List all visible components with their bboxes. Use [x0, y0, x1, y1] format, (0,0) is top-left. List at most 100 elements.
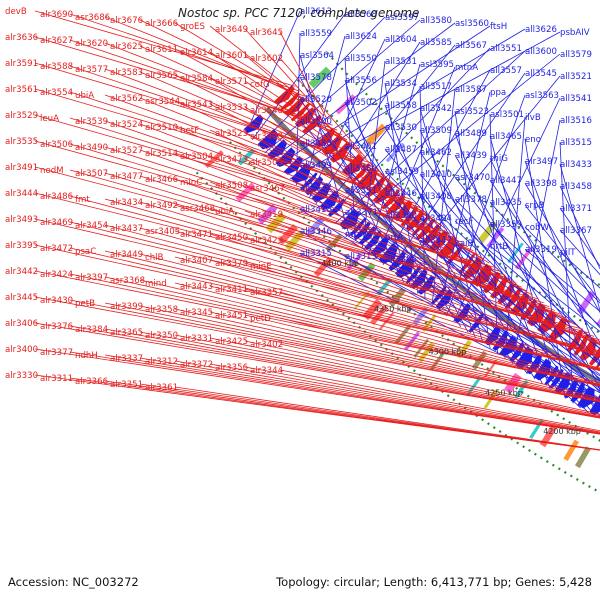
- gene-leader-line: [384, 148, 597, 418]
- gene-label: all3465: [490, 132, 522, 142]
- gene-label: all3480: [345, 164, 377, 174]
- gene-label: all3534: [385, 79, 417, 89]
- gene-label: alr3490: [75, 143, 108, 153]
- forward-gene-arrow: [267, 139, 288, 159]
- gene-label: all3404: [420, 214, 452, 224]
- gene-label: fmt: [75, 195, 90, 205]
- gene-leader-line: [209, 337, 600, 418]
- gene-leader-line: [104, 328, 600, 419]
- reverse-gene-arrow: [405, 210, 425, 232]
- gene-leader-line: [209, 259, 600, 372]
- gene-label: all3579: [560, 50, 592, 60]
- gene-label: asl3597: [385, 13, 419, 23]
- gene-label: alr3535: [5, 137, 38, 147]
- gene-label: asr3544: [145, 97, 180, 107]
- gene-label: petD: [250, 314, 271, 324]
- gene-label: recF: [455, 217, 473, 227]
- gene-label: alr3491: [5, 163, 38, 173]
- gene-label: srpB: [525, 201, 544, 211]
- gene-label: all3545: [525, 69, 557, 79]
- gene-label: ftsH: [490, 22, 507, 32]
- gene-label: all3556: [345, 76, 377, 86]
- gene-label: all3435: [490, 198, 522, 208]
- gene-label: all3542: [420, 104, 452, 114]
- gene-label: alr3376: [40, 322, 73, 332]
- gene-label: all3600: [525, 47, 557, 57]
- gene-label: thiG: [490, 154, 508, 164]
- gene-label: alr3504: [180, 152, 213, 162]
- dotted-guide-arc: [296, 79, 600, 335]
- gene-label: alr3451: [215, 311, 248, 321]
- gene-label: alr3344: [250, 366, 283, 376]
- gene-leader-line: [104, 354, 600, 435]
- gene-leader-line: [299, 54, 350, 236]
- gene-leader-line: [174, 360, 600, 434]
- gene-label: ubiA: [75, 91, 94, 101]
- gene-label: all3531: [385, 57, 417, 67]
- gene-leader-line: [104, 276, 600, 387]
- gene-leader-line: [279, 31, 329, 121]
- gene-label: all3461: [345, 142, 377, 152]
- gene-label: hetF: [180, 126, 199, 136]
- gene-label: all3432: [300, 183, 332, 193]
- gene-label: alr3649: [215, 25, 248, 35]
- gene-leader-line: [279, 317, 600, 399]
- gene-leader-line: [139, 19, 310, 102]
- gene-label: asr3467: [250, 184, 285, 194]
- gene-label: alr3477: [110, 172, 143, 182]
- annotation-feature: [385, 142, 405, 163]
- gene-leader-line: [69, 299, 600, 403]
- gene-leader-line: [139, 45, 348, 140]
- gene-label: alr3379: [215, 259, 248, 269]
- gene-leader-line: [264, 19, 421, 154]
- gene-label: devB: [5, 7, 27, 17]
- gene-leader-line: [104, 380, 600, 451]
- gene-label: alr3690: [40, 10, 73, 20]
- gene-label: alr3601: [215, 51, 248, 61]
- gene-leader-line: [279, 83, 407, 196]
- gene-label: all3487: [385, 145, 417, 155]
- kbp-tick-label: 4350 kbp: [374, 305, 412, 314]
- gene-leader-line: [209, 25, 319, 112]
- gene-label: all3391: [345, 186, 377, 196]
- gene-label: alr3510: [145, 123, 178, 133]
- gene-leader-line: [209, 51, 357, 150]
- gene-label: alr3424: [40, 270, 73, 280]
- gene-leader-line: [34, 270, 600, 386]
- gene-label: alr3312: [145, 357, 178, 367]
- gene-label: alr3430: [40, 296, 73, 306]
- gene-label: all3499: [300, 161, 332, 171]
- gene-leader-line: [489, 179, 600, 344]
- gene-label: alr3444: [5, 189, 38, 199]
- gene-label: asl3595: [420, 60, 454, 70]
- gene-leader-line: [209, 311, 600, 402]
- gene-label: alr3445: [5, 293, 38, 303]
- gene-leader-line: [209, 155, 522, 288]
- gene-leader-line: [209, 363, 600, 434]
- gene-label: alr3361: [145, 383, 178, 393]
- gene-leader-line: [244, 28, 324, 116]
- gene-label: alr3365: [110, 328, 143, 338]
- gene-leader-line: [489, 201, 600, 329]
- gene-leader-line: [174, 48, 352, 145]
- gene-label: asr3686: [75, 13, 110, 23]
- gene-label: all3541: [560, 94, 592, 104]
- gene-label: alr3311: [40, 374, 73, 384]
- gene-leader-line: [559, 163, 600, 312]
- gene-leader-line: [139, 279, 600, 387]
- gene-label: alr3611: [145, 45, 178, 55]
- gene-leader-line: [209, 129, 479, 256]
- gene-label: alr3539: [75, 117, 108, 127]
- gene-leader-line: [344, 57, 357, 242]
- gene-leader-line: [524, 248, 600, 313]
- annotation-feature: [394, 324, 412, 344]
- gene-leader-line: [279, 57, 367, 159]
- gene-label: all3624: [345, 32, 377, 42]
- forward-gene-arrow: [431, 285, 447, 305]
- gene-label: alr3583: [110, 68, 143, 78]
- gene-leader-line: [299, 186, 600, 402]
- gene-label: all3398: [525, 179, 557, 189]
- gene-leader-line: [139, 357, 600, 435]
- gene-label: all3515: [560, 138, 592, 148]
